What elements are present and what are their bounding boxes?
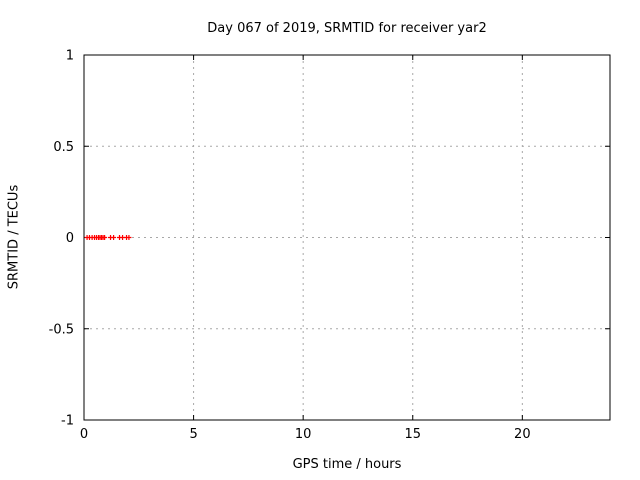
x-tick-label: 5 <box>189 427 197 442</box>
y-tick-label: 0.5 <box>53 140 74 155</box>
y-tick-label: -1 <box>61 414 74 429</box>
chart-title: Day 067 of 2019, SRMTID for receiver yar… <box>207 21 487 36</box>
x-tick-label: 10 <box>295 427 312 442</box>
x-axis-label: GPS time / hours <box>292 457 402 472</box>
y-tick-label: 1 <box>66 49 74 64</box>
data-point-marker <box>126 235 132 240</box>
data-point-marker <box>102 235 108 240</box>
x-tick-label: 0 <box>80 427 88 442</box>
x-tick-label: 20 <box>514 427 531 442</box>
y-tick-label: -0.5 <box>49 322 74 337</box>
y-tick-label: 0 <box>66 231 74 246</box>
x-tick-label: 15 <box>404 427 421 442</box>
data-point-marker <box>111 235 117 240</box>
